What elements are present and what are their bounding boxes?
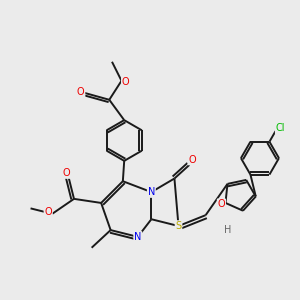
Text: O: O xyxy=(62,168,70,178)
Text: N: N xyxy=(134,232,142,242)
Text: O: O xyxy=(122,77,129,87)
Text: O: O xyxy=(44,207,52,218)
Text: O: O xyxy=(218,199,225,209)
Text: S: S xyxy=(176,221,182,231)
Text: Cl: Cl xyxy=(276,123,285,134)
Text: N: N xyxy=(148,187,155,197)
Text: H: H xyxy=(224,225,231,235)
Text: O: O xyxy=(188,154,196,164)
Text: O: O xyxy=(77,87,85,97)
